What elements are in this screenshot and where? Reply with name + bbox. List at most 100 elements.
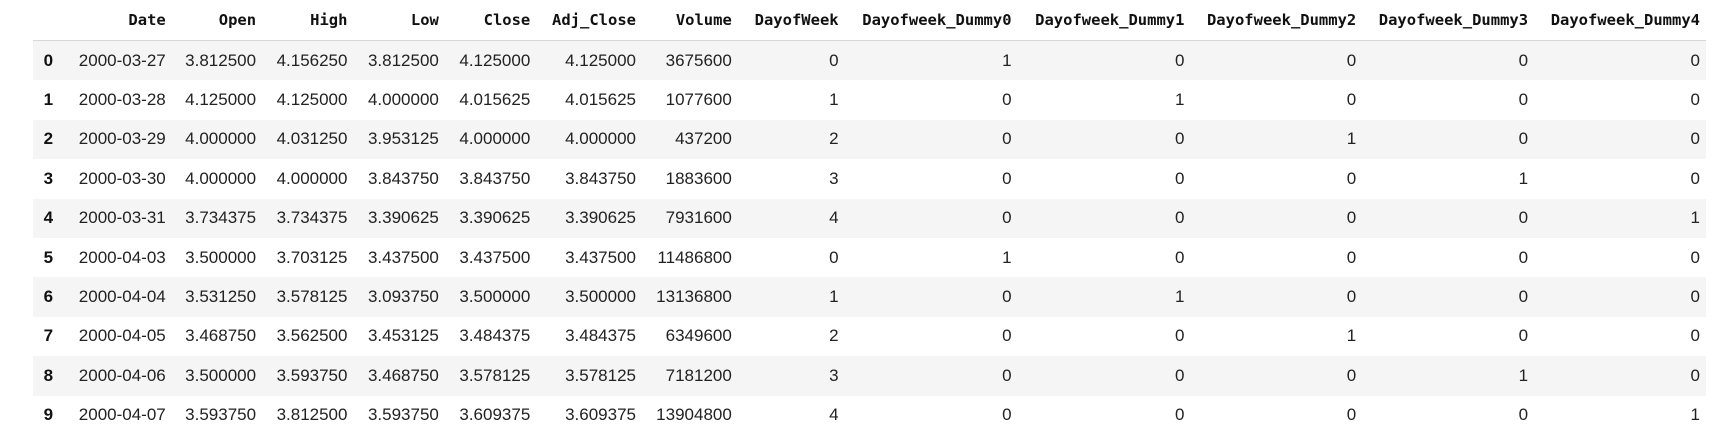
table-cell: 3.437500	[565, 247, 636, 267]
table-row: 5 2000-04-03 3.500000 3.703125 3.437500 3.437…	[33, 237, 1706, 278]
row-index: 9	[43, 405, 54, 425]
table-cell: 3.843750	[367, 168, 439, 188]
table-cell: 3.500000	[185, 247, 257, 267]
column-header: Dayofweek_Dummy4	[1534, 0, 1706, 41]
table-cell: 3.468750	[185, 326, 257, 346]
column-header: Dayofweek_Dummy0	[844, 0, 1018, 41]
column-header: High	[262, 0, 354, 41]
table-cell: 1	[829, 287, 839, 307]
table-cell: 3.500000	[185, 365, 257, 385]
table-cell: 1	[829, 90, 839, 110]
table-cell: 0	[1346, 50, 1357, 70]
table-row: 3 2000-03-30 4.000000 4.000000 3.843750 3.843…	[33, 159, 1706, 199]
header-row: Date Open High Low Close Adj_Close Volume Dayof…	[33, 0, 1706, 41]
table-cell: 3.843750	[459, 168, 531, 188]
row-index: 2	[43, 129, 54, 149]
table-cell: 2000-04-06	[78, 365, 166, 385]
table-cell: 2000-04-07	[78, 405, 166, 425]
table-cell: 0	[1346, 208, 1357, 228]
table-row: 6 2000-04-04 3.531250 3.578125 3.093750 3.500…	[33, 277, 1706, 317]
table-row: 7 2000-04-05 3.468750 3.562500 3.453125 3.484…	[33, 316, 1706, 357]
table-cell: 0	[1002, 405, 1012, 425]
table-cell: 0	[1518, 208, 1529, 228]
table-cell: 3.093750	[367, 287, 439, 307]
table-cell: 2000-04-03	[78, 247, 166, 267]
table-cell: 3.437500	[459, 247, 531, 267]
table-cell: 0	[1002, 365, 1012, 385]
table-cell: 1	[1002, 50, 1012, 70]
table-cell: 3	[829, 365, 839, 385]
table-cell: 3.531250	[185, 287, 257, 307]
table-cell: 3.500000	[459, 287, 531, 307]
table-body: 0 2000-03-27 3.812500 4.156250 3.812500 4.125…	[33, 40, 1706, 435]
column-header: Dayofweek_Dummy3	[1362, 0, 1535, 41]
table-cell: 4.000000	[459, 129, 531, 149]
table-cell: 3.484375	[565, 326, 636, 346]
table-cell: 2000-03-28	[78, 90, 166, 110]
table-cell: 7181200	[665, 365, 732, 385]
table-cell: 0	[1518, 287, 1529, 307]
table-cell: 1077600	[665, 90, 732, 110]
row-index: 4	[43, 208, 54, 228]
table-cell: 0	[1002, 208, 1012, 228]
table-cell: 3.812500	[276, 405, 348, 425]
table-cell: 3.390625	[565, 208, 636, 228]
column-header: Close	[444, 0, 537, 41]
table-cell: 2000-03-31	[78, 208, 166, 228]
table-cell: 0	[1346, 287, 1357, 307]
table-cell: 3.437500	[367, 247, 439, 267]
table-cell: 0	[1518, 90, 1529, 110]
table-cell: 3.453125	[367, 326, 439, 346]
table-cell: 4.000000	[185, 168, 257, 188]
table-cell: 3.578125	[459, 365, 531, 385]
table-cell: 2000-04-04	[78, 287, 166, 307]
table-cell: 0	[1174, 326, 1185, 346]
table-cell: 3675600	[665, 50, 732, 70]
table-cell: 3.562500	[276, 326, 348, 346]
table-cell: 1	[1518, 168, 1529, 188]
table-cell: 0	[1346, 247, 1357, 267]
table-cell: 3.484375	[459, 326, 531, 346]
table-cell: 3.734375	[185, 208, 257, 228]
table-cell: 0	[1690, 287, 1700, 307]
table-cell: 0	[1690, 365, 1700, 385]
table-cell: 0	[829, 247, 839, 267]
table-row: 1 2000-03-28 4.125000 4.125000 4.000000 4.015…	[33, 80, 1706, 120]
table-cell: 0	[1002, 90, 1012, 110]
column-header: Open	[171, 0, 263, 41]
column-header: Volume	[642, 0, 738, 41]
row-index: 3	[43, 168, 54, 188]
table-cell: 3.812500	[367, 50, 439, 70]
column-header: Dayofweek_Dummy2	[1190, 0, 1363, 41]
table-cell: 4.015625	[459, 90, 531, 110]
table-cell: 4.031250	[276, 129, 348, 149]
table-cell: 0	[1174, 129, 1185, 149]
table-cell: 4.125000	[565, 50, 636, 70]
table-row: 8 2000-04-06 3.500000 3.593750 3.468750 3.578…	[33, 356, 1706, 396]
table-cell: 2	[829, 129, 839, 149]
table-row: 0 2000-03-27 3.812500 4.156250 3.812500 4.125…	[33, 40, 1706, 81]
table-cell: 4.125000	[276, 90, 348, 110]
table-row: 2 2000-03-29 4.000000 4.031250 3.953125 4.000…	[33, 119, 1706, 160]
table-cell: 0	[1174, 247, 1185, 267]
table-cell: 3.703125	[276, 247, 348, 267]
table-cell: 0	[1002, 168, 1012, 188]
table-cell: 0	[1518, 326, 1529, 346]
table-cell: 0	[1518, 247, 1529, 267]
table-cell: 0	[1690, 50, 1700, 70]
row-index: 5	[43, 247, 54, 267]
table-cell: 3.609375	[459, 405, 531, 425]
table-cell: 2000-04-05	[78, 326, 166, 346]
table-cell: 3.578125	[276, 287, 348, 307]
index-header	[33, 0, 64, 41]
column-header: Adj_Close	[536, 0, 642, 41]
table-cell: 3.578125	[565, 365, 636, 385]
table-cell: 3.468750	[367, 365, 439, 385]
table-cell: 3.609375	[565, 405, 636, 425]
table-cell: 0	[1002, 326, 1012, 346]
table-cell: 437200	[675, 129, 732, 149]
table-cell: 4.156250	[276, 50, 348, 70]
table-cell: 3.843750	[565, 168, 636, 188]
table-cell: 0	[1690, 90, 1700, 110]
table-cell: 0	[1346, 365, 1357, 385]
